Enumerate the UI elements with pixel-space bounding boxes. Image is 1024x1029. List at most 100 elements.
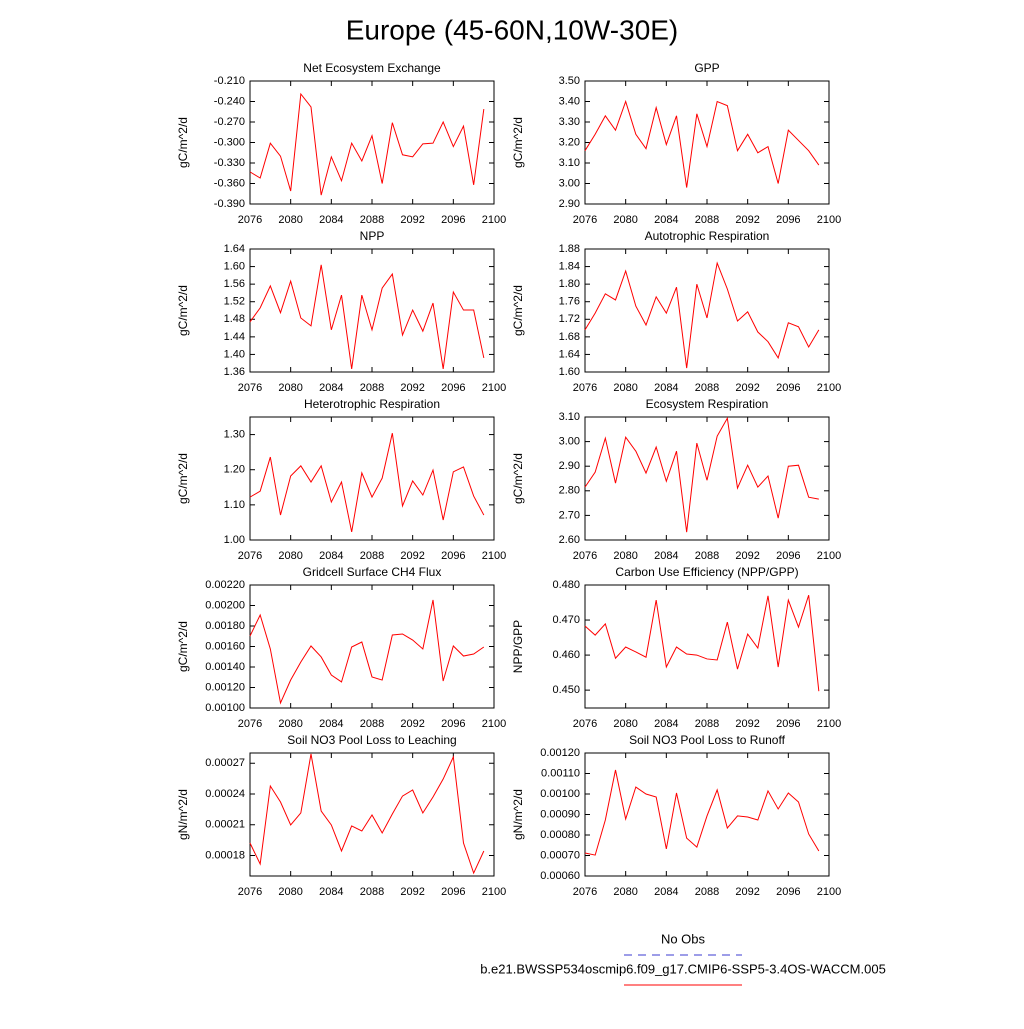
x-tick-label: 2088 (360, 214, 384, 226)
y-tick-label: 0.00140 (205, 661, 245, 673)
y-tick-label: 1.84 (559, 260, 580, 272)
x-tick-label: 2080 (278, 886, 302, 898)
x-tick-label: 2092 (735, 550, 759, 562)
data-line (584, 261, 820, 369)
x-tick-label: 2084 (654, 718, 678, 730)
data-line (584, 416, 819, 533)
y-axis-label: gC/m^2/d (176, 285, 190, 336)
x-tick-label: 2100 (482, 550, 506, 562)
y-tick-label: -0.240 (214, 95, 245, 107)
x-tick-label: 2092 (400, 886, 424, 898)
x-tick-label: 2076 (238, 382, 262, 394)
x-tick-label: 2084 (319, 550, 343, 562)
y-tick-label: 0.00024 (205, 788, 245, 800)
x-tick-label: 2084 (654, 550, 678, 562)
x-tick-label: 2096 (776, 382, 800, 394)
x-tick-label: 2096 (441, 550, 465, 562)
y-tick-label: 1.30 (224, 428, 245, 440)
y-tick-label: 0.00160 (205, 640, 245, 652)
x-tick-label: 2076 (573, 382, 597, 394)
figure-title: Europe (45-60N,10W-30E) (346, 14, 679, 45)
plot-frame (249, 248, 495, 373)
panel-title: Carbon Use Efficiency (NPP/GPP) (615, 565, 798, 579)
y-tick-label: 0.00200 (205, 599, 245, 611)
y-axis-label: gC/m^2/d (511, 453, 525, 504)
y-tick-label: 0.00021 (205, 819, 245, 831)
y-tick-label: 1.64 (559, 348, 580, 360)
legend-label: No Obs (661, 931, 706, 946)
y-tick-label: 1.52 (224, 296, 245, 308)
x-tick-label: 2100 (482, 214, 506, 226)
y-axis-label: gC/m^2/d (176, 621, 190, 672)
legend-label: b.e21.BWSSP534oscmip6.f09_g17.CMIP6-SSP5… (480, 961, 886, 976)
x-tick-label: 2080 (613, 550, 637, 562)
x-tick-label: 2084 (319, 886, 343, 898)
y-tick-label: 1.48 (224, 313, 245, 325)
x-tick-label: 2080 (278, 718, 302, 730)
x-tick-label: 2076 (238, 214, 262, 226)
y-tick-label: 3.00 (559, 436, 580, 448)
y-tick-label: 3.10 (559, 157, 580, 169)
plot-frame (584, 752, 830, 877)
x-tick-label: 2080 (278, 382, 302, 394)
data-line (584, 595, 820, 692)
x-tick-label: 2096 (441, 886, 465, 898)
data-line (584, 99, 820, 188)
x-tick-label: 2092 (400, 382, 424, 394)
y-tick-label: 0.00180 (205, 620, 245, 632)
y-tick-label: -0.360 (214, 177, 245, 189)
x-tick-label: 2080 (613, 214, 637, 226)
x-tick-label: 2076 (573, 550, 597, 562)
x-tick-label: 2092 (735, 214, 759, 226)
y-tick-label: 2.60 (559, 534, 580, 546)
y-tick-label: 2.90 (559, 460, 580, 472)
x-tick-label: 2088 (360, 550, 384, 562)
x-tick-label: 2092 (400, 718, 424, 730)
y-axis-label: gC/m^2/d (176, 117, 190, 168)
y-tick-label: 0.00080 (540, 829, 580, 841)
y-axis-label: gC/m^2/d (511, 285, 525, 336)
y-axis-label: gN/m^2/d (176, 789, 190, 840)
x-tick-label: 2088 (360, 886, 384, 898)
y-tick-label: 3.20 (559, 136, 580, 148)
y-tick-label: 1.80 (559, 278, 580, 290)
plot-frame (249, 416, 495, 541)
x-tick-label: 2076 (238, 886, 262, 898)
y-tick-label: 2.70 (559, 509, 580, 521)
y-tick-label: 0.470 (552, 614, 580, 626)
x-tick-label: 2088 (695, 718, 719, 730)
x-tick-label: 2088 (360, 718, 384, 730)
panel-title: Ecosystem Respiration (646, 397, 769, 411)
y-tick-label: 0.450 (552, 684, 580, 696)
y-tick-label: 3.40 (559, 95, 580, 107)
x-tick-label: 2096 (441, 214, 465, 226)
x-tick-label: 2088 (695, 886, 719, 898)
data-line (584, 769, 820, 856)
panel-title: Heterotrophic Respiration (304, 397, 440, 411)
x-tick-label: 2076 (238, 718, 262, 730)
x-tick-label: 2084 (319, 718, 343, 730)
x-tick-label: 2088 (695, 382, 719, 394)
x-tick-label: 2100 (482, 382, 506, 394)
panel-title: Autotrophic Respiration (645, 229, 770, 243)
x-tick-label: 2100 (817, 382, 841, 394)
y-tick-label: 3.10 (559, 411, 580, 423)
y-tick-label: -0.210 (214, 75, 245, 87)
y-tick-label: 1.64 (224, 243, 245, 255)
x-tick-label: 2088 (360, 382, 384, 394)
y-tick-label: 0.00220 (205, 579, 245, 591)
x-tick-label: 2080 (613, 382, 637, 394)
x-tick-label: 2096 (776, 886, 800, 898)
x-tick-label: 2080 (613, 886, 637, 898)
x-tick-label: 2080 (278, 550, 302, 562)
y-tick-label: 1.56 (224, 278, 245, 290)
y-tick-label: 1.00 (224, 534, 245, 546)
y-tick-label: 1.44 (224, 331, 245, 343)
panel-title: Net Ecosystem Exchange (303, 61, 441, 75)
y-tick-label: 1.72 (559, 313, 580, 325)
x-tick-label: 2084 (654, 886, 678, 898)
data-line (249, 599, 485, 705)
y-tick-label: 0.480 (552, 579, 580, 591)
y-tick-label: 3.50 (559, 75, 580, 87)
